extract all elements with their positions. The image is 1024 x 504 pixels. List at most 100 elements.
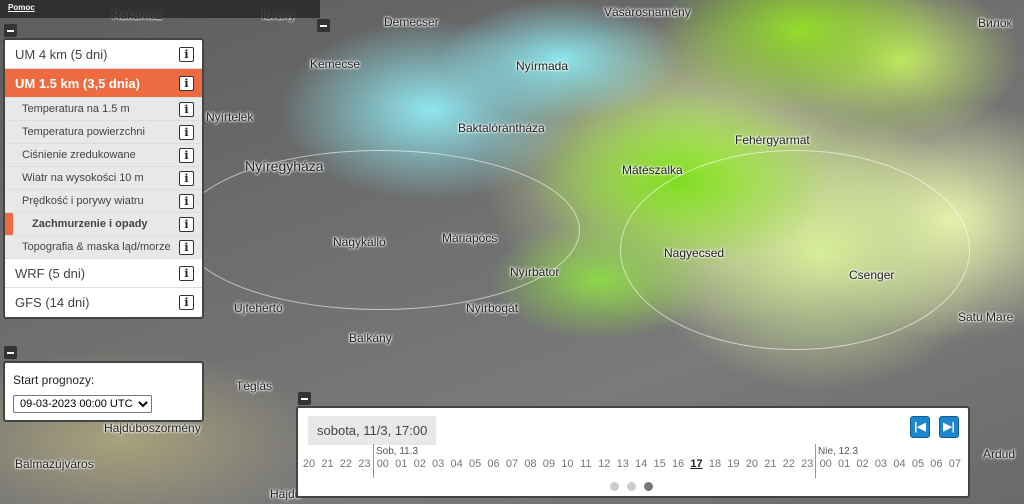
layer-item[interactable]: Wiatr na wysokości 10 m i bbox=[5, 167, 202, 190]
model-label: GFS (14 dni) bbox=[15, 295, 90, 310]
hour-item[interactable]: 05 bbox=[911, 458, 925, 470]
info-icon[interactable]: i bbox=[179, 124, 194, 140]
page-dot[interactable] bbox=[610, 482, 619, 491]
hour-item[interactable]: 23 bbox=[358, 458, 371, 470]
model-um4[interactable]: UM 4 km (5 dni) i bbox=[5, 40, 202, 69]
info-icon[interactable]: i bbox=[179, 101, 194, 117]
hour-item[interactable]: 02 bbox=[413, 458, 426, 470]
place-label: Mátészalka bbox=[622, 163, 683, 177]
layer-item[interactable]: Topografia & maska ląd/morze i bbox=[5, 236, 202, 259]
place-label: Csenger bbox=[849, 268, 895, 282]
hour-item[interactable]: 08 bbox=[524, 458, 537, 470]
layer-item[interactable]: Temperatura powierzchni i bbox=[5, 121, 202, 144]
hour-item[interactable]: 01 bbox=[838, 458, 851, 470]
layer-label: Temperatura na 1.5 m bbox=[22, 103, 130, 115]
hour-item[interactable]: 14 bbox=[635, 458, 648, 470]
info-icon[interactable]: i bbox=[179, 265, 194, 281]
layer-label: Zachmurzenie i opady bbox=[32, 218, 148, 230]
forecast-start-panel: Start prognozy: 09-03-2023 00:00 UTC bbox=[3, 361, 204, 422]
hour-item[interactable]: 07 bbox=[948, 458, 961, 470]
hour-item[interactable]: 12 bbox=[598, 458, 611, 470]
hour-item[interactable]: 11 bbox=[580, 458, 592, 470]
collapse-menu-button[interactable] bbox=[4, 24, 17, 37]
hour-item[interactable]: 06 bbox=[930, 458, 943, 470]
place-label: Kemecse bbox=[310, 57, 361, 71]
model-um15[interactable]: UM 1.5 km (3,5 dnia) i bbox=[5, 69, 202, 98]
hour-item[interactable]: 18 bbox=[708, 458, 722, 470]
hour-item[interactable]: 09 bbox=[542, 458, 556, 470]
help-link[interactable]: Pomoc bbox=[8, 3, 35, 12]
current-time: sobota, 11/3, 17:00 bbox=[308, 416, 437, 445]
page-dot[interactable] bbox=[627, 482, 636, 491]
info-icon[interactable]: i bbox=[179, 75, 194, 91]
hour-item[interactable]: 10 bbox=[561, 458, 574, 470]
info-icon[interactable]: i bbox=[179, 295, 194, 310]
layer-label: Ciśnienie zredukowane bbox=[22, 149, 136, 161]
info-icon[interactable]: i bbox=[179, 170, 194, 186]
timeline-panel: sobota, 11/3, 17:00 |◀ ▶| Sob, 11.3 Nie,… bbox=[296, 406, 970, 498]
place-label: Hajdúböszörmény bbox=[104, 421, 201, 435]
hour-item[interactable]: 22 bbox=[339, 458, 353, 470]
place-label: Demecser bbox=[384, 15, 439, 29]
hour-item[interactable]: 21 bbox=[321, 458, 334, 470]
model-menu: UM 4 km (5 dni) i UM 1.5 km (3,5 dnia) i T… bbox=[3, 38, 204, 319]
place-label: Nagyecsed bbox=[664, 246, 725, 260]
place-label: Nyírtelek bbox=[206, 110, 254, 124]
model-wrf[interactable]: WRF (5 dni) i bbox=[5, 259, 202, 288]
place-label: Nyírbogát bbox=[466, 301, 519, 315]
place-label: Nyíregyháza bbox=[245, 158, 324, 174]
hour-item[interactable]: 16 bbox=[671, 458, 685, 470]
hour-item[interactable]: 20 bbox=[302, 458, 316, 470]
info-icon[interactable]: i bbox=[179, 193, 194, 209]
model-gfs[interactable]: GFS (14 dni) i bbox=[5, 288, 202, 317]
hour-list: 20 21 22 23 00 01 02 03 04 05 06 07 08 09 10 11 12 13 14 15… bbox=[300, 458, 964, 476]
day-label: Nie, 12.3 bbox=[818, 446, 859, 457]
place-label: Baktalórántháza bbox=[458, 121, 545, 135]
layer-item[interactable]: Prędkość i porywy wiatru i bbox=[5, 190, 202, 213]
page-dot[interactable] bbox=[644, 482, 653, 491]
hour-item[interactable]: 03 bbox=[874, 458, 888, 470]
info-icon[interactable]: i bbox=[179, 239, 194, 255]
hour-item[interactable]: 04 bbox=[893, 458, 906, 470]
model-label: WRF (5 dni) bbox=[15, 265, 86, 281]
place-label: Téglás bbox=[236, 379, 273, 393]
hour-item[interactable]: 06 bbox=[487, 458, 500, 470]
place-label: Fehérgyarmat bbox=[735, 133, 810, 147]
day-separator bbox=[373, 444, 374, 478]
collapse-timeline-button[interactable] bbox=[298, 392, 311, 405]
skip-forward-icon[interactable]: ▶| bbox=[939, 416, 959, 438]
top-bar: Pomoc bbox=[0, 0, 320, 18]
model-label: UM 4 km (5 dni) bbox=[15, 46, 108, 62]
hour-item[interactable]: 22 bbox=[782, 458, 795, 470]
hour-item[interactable]: 21 bbox=[764, 458, 777, 470]
hour-item[interactable]: 23 bbox=[801, 458, 814, 470]
place-label: Ardud bbox=[983, 447, 1016, 461]
hour-item[interactable]: 19 bbox=[727, 458, 740, 470]
hour-item[interactable]: 04 bbox=[450, 458, 463, 470]
layer-label: Temperatura powierzchni bbox=[22, 126, 145, 138]
hour-item[interactable]: 00 bbox=[376, 458, 389, 470]
start-select[interactable]: 09-03-2023 00:00 UTC bbox=[13, 395, 152, 413]
collapse-start-button[interactable] bbox=[4, 346, 17, 359]
hour-item[interactable]: 07 bbox=[505, 458, 519, 470]
hour-item[interactable]: 13 bbox=[616, 458, 629, 470]
skip-back-icon[interactable]: |◀ bbox=[910, 416, 930, 438]
hour-item[interactable]: 01 bbox=[395, 458, 408, 470]
info-icon[interactable]: i bbox=[179, 147, 194, 163]
hour-item[interactable]: 20 bbox=[745, 458, 758, 470]
layer-item-selected[interactable]: Zachmurzenie i opady i bbox=[5, 213, 202, 236]
layer-item[interactable]: Ciśnienie zredukowane i bbox=[5, 144, 202, 167]
layer-item[interactable]: Temperatura na 1.5 m i bbox=[5, 98, 202, 121]
place-label: Nyírmada bbox=[516, 59, 569, 73]
hour-item[interactable]: 15 bbox=[653, 458, 666, 470]
hour-item[interactable]: 03 bbox=[432, 458, 445, 470]
hour-item[interactable]: 02 bbox=[856, 458, 869, 470]
info-icon[interactable]: i bbox=[179, 216, 194, 232]
info-icon[interactable]: i bbox=[179, 46, 194, 62]
hour-item[interactable]: 05 bbox=[468, 458, 482, 470]
place-label: Újfehértó bbox=[234, 301, 283, 315]
hour-item[interactable]: 17 bbox=[690, 458, 703, 470]
collapse-button[interactable] bbox=[317, 19, 330, 32]
hour-item[interactable]: 00 bbox=[819, 458, 832, 470]
road bbox=[620, 150, 970, 350]
